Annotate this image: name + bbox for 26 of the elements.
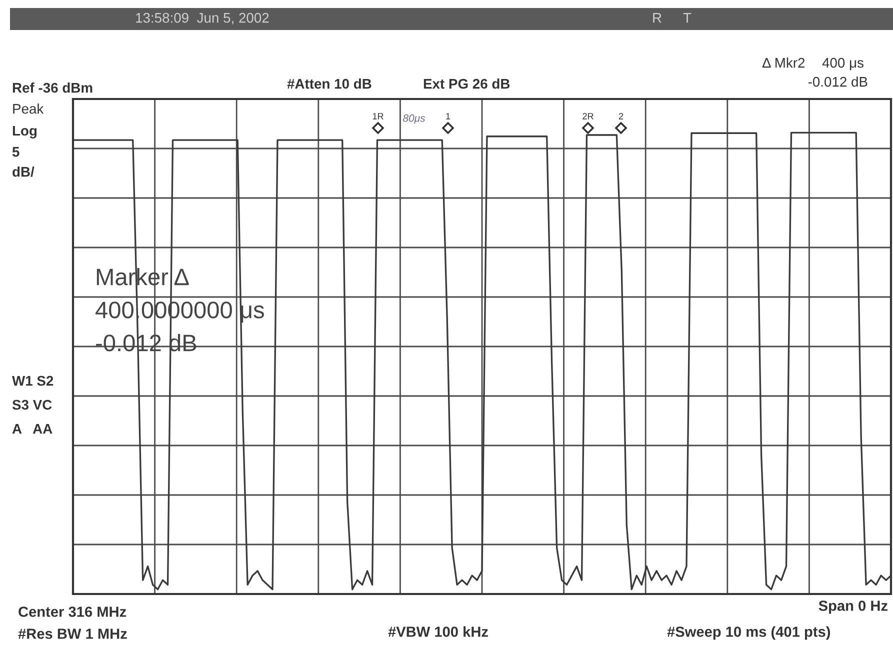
text: A AA: [12, 424, 52, 434]
text: 5: [12, 147, 20, 157]
text: 80μs: [403, 114, 426, 124]
text: 1R: [372, 113, 384, 120]
text: 400 μs: [822, 58, 864, 70]
text: 1: [446, 113, 450, 120]
text: W1 S2: [12, 376, 54, 386]
text: 2: [618, 113, 624, 120]
text: #VBW 100 kHz: [388, 626, 488, 637]
text: Log: [12, 126, 37, 138]
text: -0.012 dB: [808, 76, 868, 87]
text: R: [653, 13, 662, 23]
text: #Sweep 10 ms (401 pts): [667, 626, 830, 640]
text: #Atten 10 dB: [287, 78, 372, 89]
text: Δ Mkr2: [762, 58, 805, 68]
text: 2R: [582, 113, 594, 120]
text: dB/: [12, 166, 34, 177]
text: 13:58:09 Jun 5, 2002: [136, 12, 269, 24]
text: Peak: [13, 104, 44, 114]
text: Ext PG 26 dB: [424, 78, 510, 89]
text: Center 316 MHz: [18, 606, 126, 617]
text: S3 VC: [12, 400, 52, 410]
text: Ref -36 dBm: [12, 82, 92, 93]
text: #Res BW 1 MHz: [18, 628, 127, 639]
text: Span 0 Hz: [818, 600, 888, 614]
text: T: [683, 13, 692, 23]
